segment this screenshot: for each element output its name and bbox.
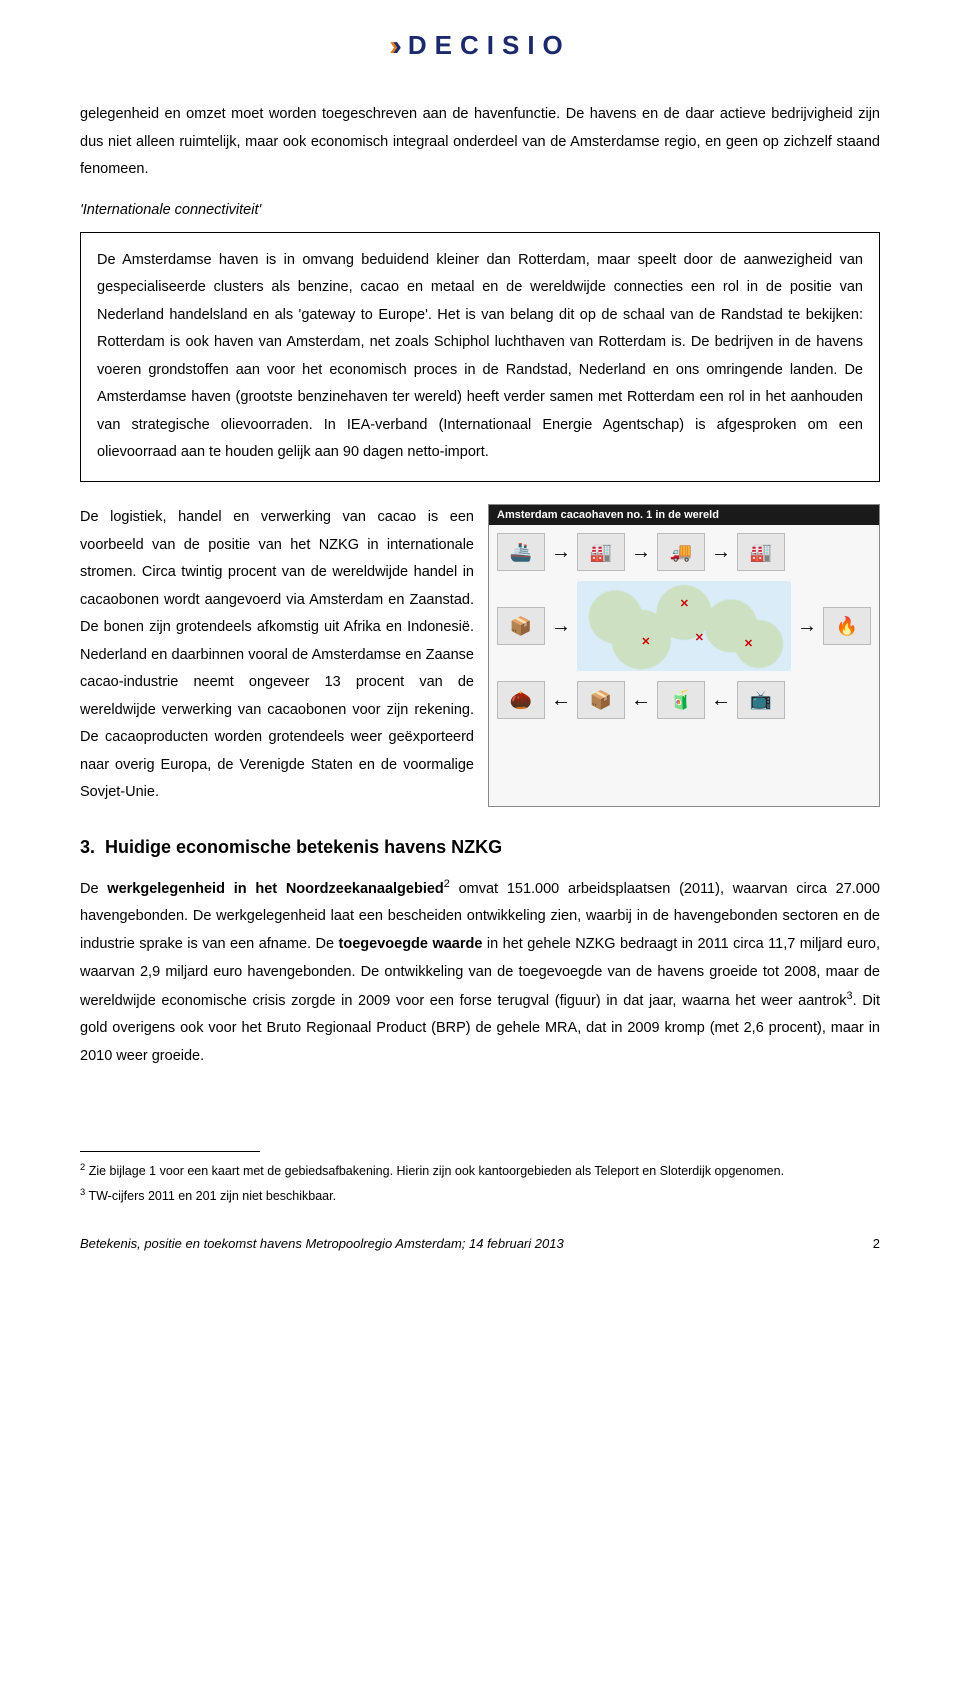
world-map: ✕ ✕ ✕ ✕ [577, 581, 791, 671]
ship-icon: 🚢 [497, 533, 545, 571]
footnote-2: 2 Zie bijlage 1 voor een kaart met de ge… [80, 1160, 880, 1181]
arrow-icon: → [551, 541, 571, 564]
section-title: Huidige economische betekenis havens NZK… [105, 837, 502, 857]
cacao-infographic: Amsterdam cacaohaven no. 1 in de wereld … [488, 504, 880, 807]
logo-area: › › DECISIO [80, 30, 880, 61]
infographic-row-top: 🚢 → 🏭 → 🚚 → 🏭 [497, 533, 871, 571]
infographic-row-mid: 📦 → ✕ ✕ ✕ ✕ → 🔥 [497, 577, 871, 675]
footnote-3: 3 TW-cijfers 2011 en 201 zijn niet besch… [80, 1185, 880, 1206]
boxed-section: De Amsterdamse haven is in omvang beduid… [80, 232, 880, 482]
arrow-icon: → [551, 615, 571, 638]
cacao-paragraph: De logistiek, handel en verwerking van c… [80, 504, 474, 807]
arrow-icon: → [797, 615, 817, 638]
cacao-bean-icon: 🌰 [497, 681, 545, 719]
bold-werkgelegenheid: werkgelegenheid in het Noordzeekanaalgeb… [107, 881, 443, 897]
footer-title: Betekenis, positie en toekomst havens Me… [80, 1236, 564, 1251]
arrow-icon: ← [711, 689, 731, 712]
box-icon: 📦 [577, 681, 625, 719]
infographic-title: Amsterdam cacaohaven no. 1 in de wereld [489, 505, 879, 525]
page-number: 2 [873, 1236, 880, 1251]
arrow-icon: ← [631, 689, 651, 712]
page: › › DECISIO gelegenheid en omzet moet wo… [0, 0, 960, 1271]
section-3-paragraph: De werkgelegenheid in het Noordzeekanaal… [80, 874, 880, 1070]
cacao-text-column: De logistiek, handel en verwerking van c… [80, 504, 474, 807]
screen-icon: 📺 [737, 681, 785, 719]
arrow-icon: ← [551, 689, 571, 712]
logo: › › DECISIO [389, 30, 571, 61]
infographic-body: 🚢 → 🏭 → 🚚 → 🏭 📦 → ✕ ✕ ✕ ✕ [489, 525, 879, 791]
page-footer: Betekenis, positie en toekomst havens Me… [80, 1236, 880, 1251]
boxed-text: De Amsterdamse haven is in omvang beduid… [97, 247, 863, 467]
section-number: 3. [80, 837, 95, 857]
logo-chevron-icon: › › [389, 32, 402, 60]
footnote-rule [80, 1151, 260, 1152]
silo-icon: 🏭 [577, 533, 625, 571]
intro-paragraph: gelegenheid en omzet moet worden toegesc… [80, 101, 880, 184]
infographic-row-bottom: 🌰 ← 📦 ← 🧃 ← 📺 [497, 681, 871, 719]
footnote-text: TW-cijfers 2011 en 201 zijn niet beschik… [85, 1189, 336, 1203]
footnote-text: Zie bijlage 1 voor een kaart met de gebi… [85, 1164, 784, 1178]
text-fragment: De [80, 881, 107, 897]
factory-icon: 🏭 [737, 533, 785, 571]
arrow-icon: → [631, 541, 651, 564]
fire-icon: 🔥 [823, 607, 871, 645]
arrow-icon: → [711, 541, 731, 564]
bold-toegevoegde-waarde: toegevoegde waarde [339, 936, 483, 952]
section-3-heading: 3. Huidige economische betekenis havens … [80, 837, 880, 858]
cacao-two-column: De logistiek, handel en verwerking van c… [80, 504, 880, 807]
package-icon: 📦 [497, 607, 545, 645]
logo-text: DECISIO [408, 30, 571, 61]
subheading-connectiviteit: 'Internationale connectiviteit' [80, 202, 880, 218]
carton-icon: 🧃 [657, 681, 705, 719]
truck-icon: 🚚 [657, 533, 705, 571]
